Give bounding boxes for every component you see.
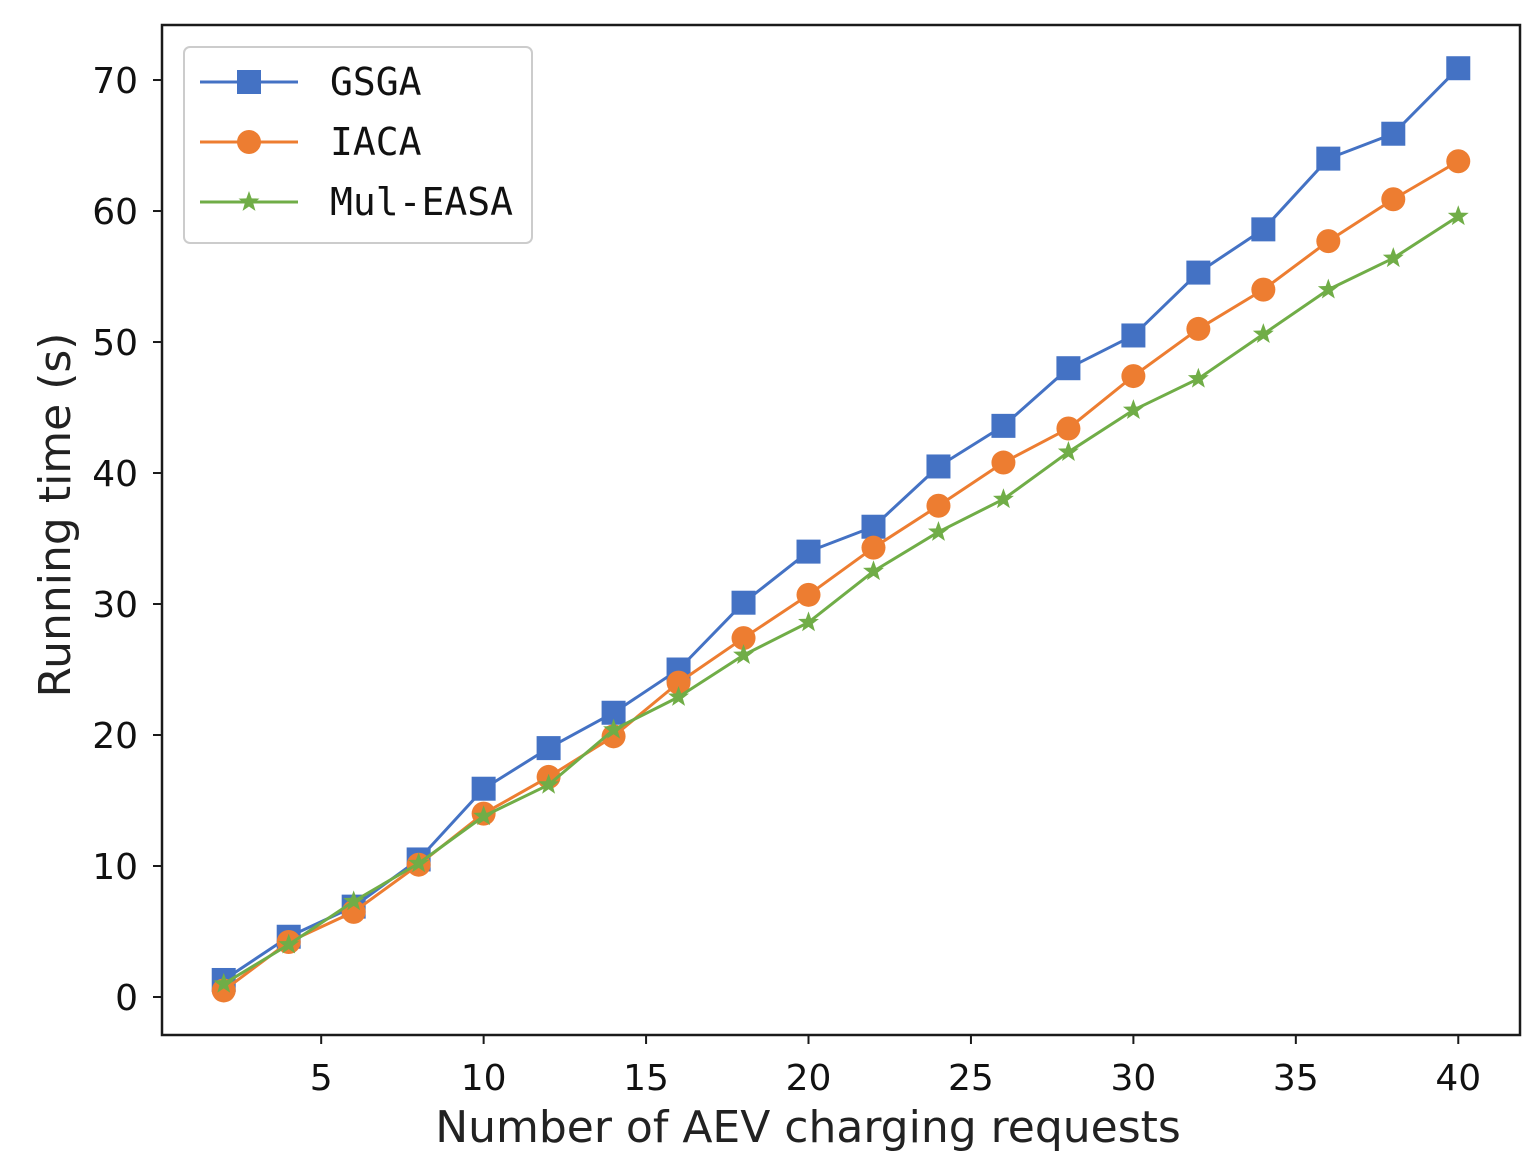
data-point-mul-easa [278,933,300,954]
data-point-mul-easa [1252,323,1274,344]
legend-marker [237,130,261,154]
x-tick-label: 20 [786,1058,832,1099]
data-point-gsga [991,413,1016,438]
legend-marker [237,70,261,94]
data-point-mul-easa [1187,367,1209,388]
x-tick-label: 15 [623,1058,669,1099]
data-point-iaca [1251,277,1276,302]
data-point-mul-easa [473,805,495,826]
data-point-iaca [861,535,886,560]
legend-label: GSGA [330,60,422,104]
legend-marker [238,191,260,211]
data-point-iaca [1186,316,1211,341]
data-point-mul-easa [992,488,1014,509]
x-tick-label: 5 [310,1058,333,1099]
data-point-iaca [211,978,236,1003]
x-axis-title: Number of AEV charging requests [435,1102,1181,1153]
x-tick-label: 25 [948,1058,994,1099]
y-tick-label: 50 [92,323,138,364]
plot-frame [160,23,1522,1037]
data-point-iaca [601,724,626,749]
data-point-mul-easa [863,560,884,581]
series-line-mul-easa [222,214,1460,986]
data-point-iaca [796,582,821,607]
data-point-mul-easa [668,686,690,706]
data-point-gsga [1121,323,1146,348]
data-point-gsga [536,736,561,761]
y-tick-label: 40 [92,454,138,495]
legend-item-gsga: GSGA [200,60,422,104]
data-point-gsga [1381,121,1406,146]
data-point-gsga [796,539,821,564]
series-mul-easa [213,205,1469,993]
x-tick-label: 35 [1273,1058,1319,1099]
data-point-iaca [926,493,951,518]
legend: GSGA IACA Mul-EASA [183,46,533,244]
data-point-mul-easa [733,644,754,664]
data-point-gsga [861,514,886,539]
y-tick-label: 60 [92,192,138,233]
x-tick-label: 40 [1435,1058,1481,1099]
data-point-mul-easa [1447,205,1469,226]
y-tick-label: 30 [92,585,138,626]
data-point-iaca [1056,416,1081,441]
data-point-gsga [1186,260,1211,285]
data-point-mul-easa [343,890,365,911]
data-point-mul-easa [1057,441,1079,461]
data-point-gsga [1316,146,1341,171]
data-point-iaca [1381,187,1406,212]
data-point-mul-easa [408,852,430,873]
data-point-mul-easa [538,773,560,794]
y-tick-label: 10 [92,847,138,888]
data-point-gsga [1251,217,1276,242]
data-point-gsga [1056,356,1081,381]
data-point-mul-easa [603,718,625,739]
data-point-mul-easa [1122,399,1144,420]
y-axis-title: Running time (s) [30,333,81,698]
x-tick-label: 10 [461,1058,507,1099]
data-point-iaca [1121,364,1146,389]
legend-item-mul-easa: Mul-EASA [200,180,513,224]
axis-ticks: 5 10 15 20 25 30 35 40 0 10 20 30 40 50 60 70 [92,61,1481,1099]
data-point-iaca [991,450,1016,475]
plot-area [211,56,1471,1003]
y-tick-label: 70 [92,61,138,102]
data-point-gsga [926,454,951,479]
legend-label: IACA [330,120,422,164]
data-point-mul-easa [1382,247,1404,268]
data-point-gsga [471,776,496,801]
data-point-gsga [1446,56,1471,81]
legend-box [183,46,533,244]
data-point-iaca [666,670,691,695]
y-tick-label: 0 [115,978,138,1019]
legend-item-iaca: IACA [200,120,422,164]
legend-label: Mul-EASA [330,180,513,224]
x-tick-label: 30 [1110,1058,1156,1099]
data-point-mul-easa [798,611,819,632]
data-point-mul-easa [213,972,235,993]
data-point-iaca [731,626,756,651]
data-point-gsga [731,590,756,615]
data-point-iaca [1316,229,1341,254]
data-point-mul-easa [1317,278,1339,299]
data-point-mul-easa [928,520,949,541]
data-point-iaca [1446,149,1471,174]
y-tick-label: 20 [92,716,138,757]
